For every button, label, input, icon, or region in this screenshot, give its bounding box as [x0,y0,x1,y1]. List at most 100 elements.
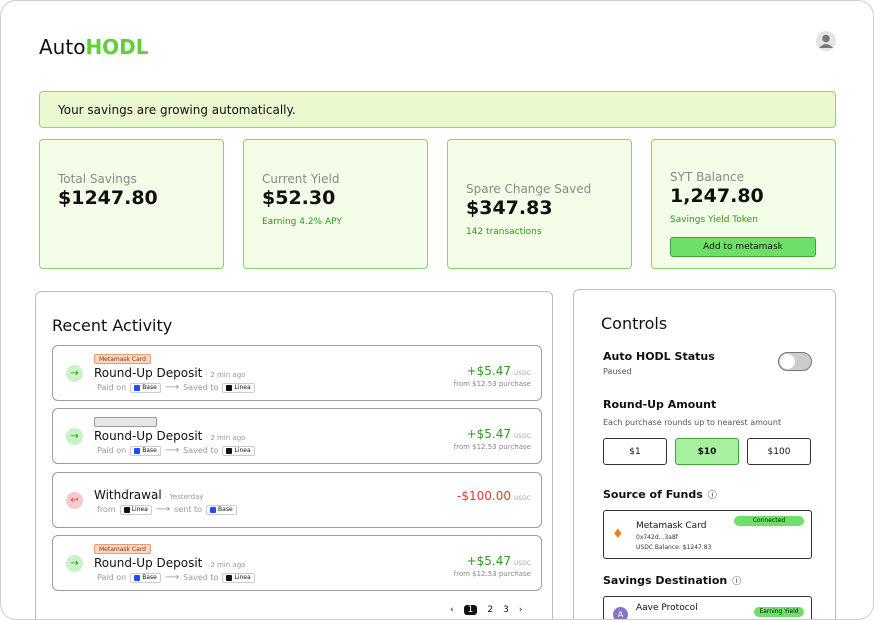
separator: · [205,562,208,569]
amount-row: +$5.47 USDC [467,427,531,441]
section-title: Source of Funds ⓘ [603,488,717,501]
route-row: Paid on Base ⟶ Saved to Linea [97,445,255,456]
connected-badge: Connected [734,516,804,526]
stat-card: Total Savings $1247.80 [39,139,224,269]
source-address: 0x742d...3a8f [636,534,678,541]
stat-label: Total Savings [58,172,137,186]
activity-item[interactable]: → Metamask Card Round-Up Deposit · 2 min ago… [52,535,542,591]
unit: USDC [513,495,531,502]
chain-name: Base [218,506,233,513]
stat-card: SYT Balance 1,247.80 Savings Yield Token Ad… [651,139,836,269]
title-row: Round-Up Deposit · 2 min ago [94,556,245,570]
chain-icon [123,506,130,513]
section-title: Savings Destination ⓘ [603,574,741,587]
stat-card: Spare Change Saved $347.83 142 transaction… [447,139,632,269]
to-chain: Linea [222,382,255,393]
toggle[interactable] [778,352,812,371]
activity-time: 2 min ago [210,371,246,379]
avatar[interactable] [815,30,837,52]
section-title-text: Source of Funds [603,488,703,501]
from-chain: Base [130,382,161,393]
chain-name: Base [142,574,157,581]
page-number[interactable]: 2 [487,605,494,615]
stat-label: Current Yield [262,172,340,186]
activity-title: Recent Activity [52,316,173,335]
amount: -$100.00 [457,489,511,503]
to-chain: Linea [222,445,255,456]
arrow: ⟶ [164,445,180,456]
status-label: Auto HODL Status [603,350,715,363]
activity-title: Withdrawal [94,488,162,502]
add-button[interactable]: Add to metamask [670,237,816,257]
activity-item[interactable]: ↩ Withdrawal · Yesterday from Linea ⟶ sent to Ba… [52,472,542,528]
activity-title: Round-Up Deposit [94,429,203,443]
amount-row: +$5.47 USDC [467,554,531,568]
controls-title: Controls [601,314,668,333]
deposit-icon: → [66,365,83,382]
source-balance: USDC Balance: $1247.83 [636,544,712,551]
chain-name: Base [142,384,157,391]
source-name: Metamask Card [636,521,707,531]
chain-name: Linea [234,574,251,581]
page-number[interactable]: 3 [503,605,509,615]
prev-page[interactable]: ‹ [450,605,454,615]
deposit-icon: → [66,428,83,445]
chain-icon [134,384,141,391]
stat-value: $347.83 [466,197,553,219]
arrow: ⟶ [164,572,180,583]
controls-panel: Controls Auto HODL Status Paused Round-Up A… [573,289,836,619]
banner-text: Your savings are growing automatically. [58,103,296,117]
stat-value: 1,247.80 [670,185,764,207]
chain-icon [210,506,217,513]
from-label: from [97,505,116,514]
brand-prefix: Auto [39,35,86,59]
info-icon: ⓘ [732,577,742,587]
to-label: Saved to [183,573,219,582]
title-row: Round-Up Deposit · 2 min ago [94,429,245,443]
toggle-knob [780,354,795,369]
to-label: sent to [174,505,203,514]
section-title-text: Savings Destination [603,574,728,587]
dest-box: A Aave Protocol Earning Yield [603,596,812,619]
activity-item[interactable]: → Metamask Card Round-Up Deposit · 2 min ago… [52,345,542,401]
next-page[interactable]: › [518,605,523,615]
brand: AutoHODL [39,35,149,59]
amount-sub: from $12.53 purchase [453,380,531,388]
from-chain: Base [130,572,161,583]
unit: USDC [513,433,531,440]
activity-title: Round-Up Deposit [94,366,203,380]
status-value: Paused [603,367,632,376]
unit: USDC [513,560,531,567]
stat-label: Spare Change Saved [466,182,592,196]
amount-option[interactable]: $1 [603,438,667,465]
amount-option[interactable]: $10 [675,438,739,465]
stat-label: SYT Balance [670,170,744,184]
page-number[interactable]: 1 [463,605,478,615]
chain-icon [134,574,141,581]
chain-name: Linea [234,384,251,391]
separator: · [164,494,167,501]
chain-icon [226,384,233,391]
stat-card: Current Yield $52.30 Earning 4.2% APY [243,139,428,269]
route-row: from Linea ⟶ sent to Base [97,504,237,515]
activity-item[interactable]: → Round-Up Deposit · 2 min ago Paid on Base ⟶ S… [52,408,542,464]
from-label: Paid on [97,446,127,455]
amount-row: -$100.00 USDC [457,489,531,503]
banner: Your savings are growing automatically. [39,91,836,128]
amount-option[interactable]: $100 [747,438,811,465]
to-label: Saved to [183,383,219,392]
activity-time: Yesterday [169,493,204,501]
stat-value: $52.30 [262,187,336,209]
from-label: Paid on [97,383,127,392]
to-chain: Base [206,504,237,515]
title-row: Round-Up Deposit · 2 min ago [94,366,245,380]
chain-name: Linea [234,447,251,454]
stat-note: Earning 4.2% APY [262,217,342,227]
stat-note: Savings Yield Token [670,215,758,225]
deposit-icon: → [66,555,83,572]
chain-name: Base [142,447,157,454]
amount-sub: from $12.53 purchase [453,443,531,451]
aave-icon: A [613,607,628,619]
roundup-desc: Each purchase rounds up to nearest amoun… [603,418,782,427]
